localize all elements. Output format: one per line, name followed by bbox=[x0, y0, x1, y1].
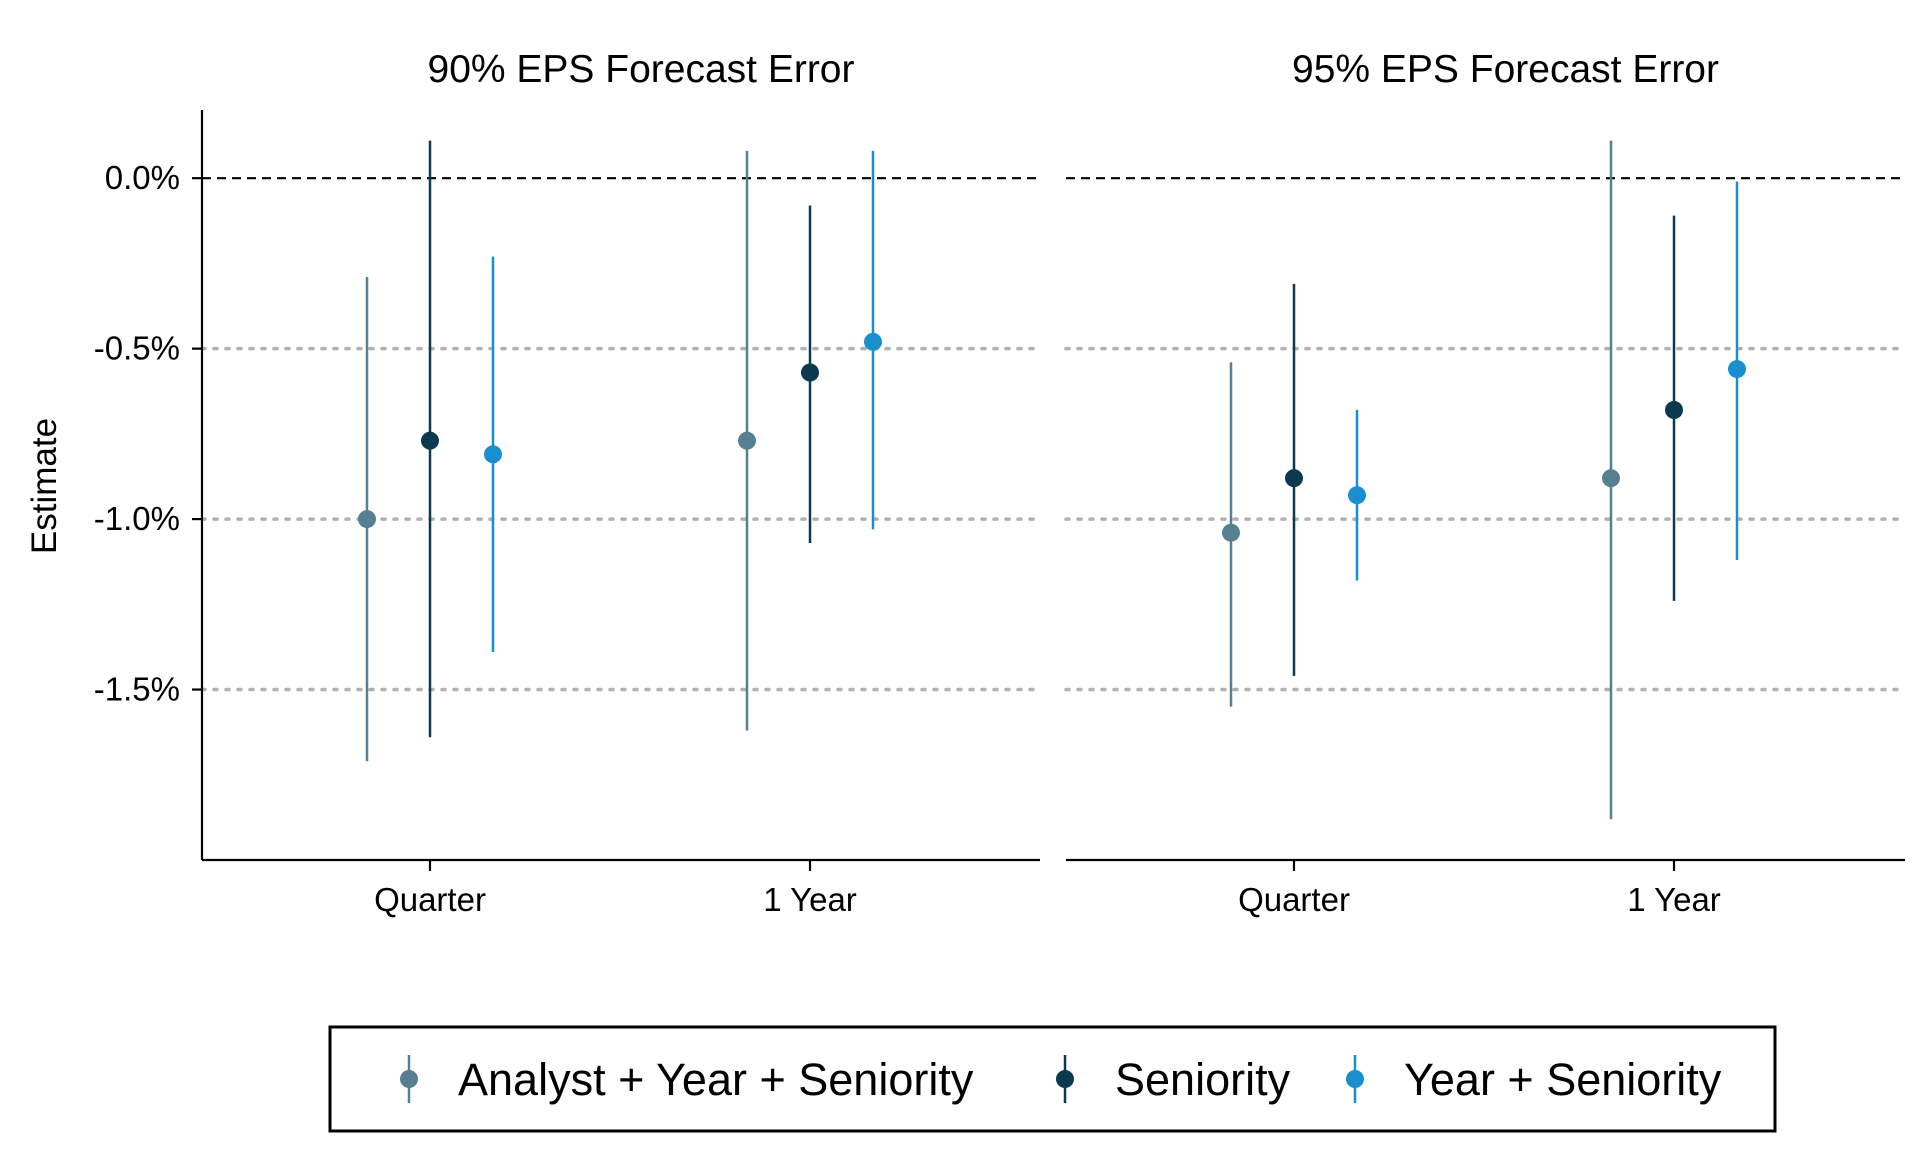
point-year-seniority bbox=[1728, 360, 1746, 379]
legend-label: Analyst + Year + Seniority bbox=[458, 1054, 974, 1105]
x-tick-label: Quarter bbox=[1238, 881, 1350, 918]
point-analyst-year-seniority bbox=[738, 431, 756, 450]
point-seniority bbox=[1665, 401, 1683, 419]
legend-label: Seniority bbox=[1115, 1054, 1291, 1105]
y-tick-label: -0.5% bbox=[94, 330, 180, 367]
legend-key-point bbox=[400, 1070, 418, 1088]
legend: Analyst + Year + Seniority Seniority Year … bbox=[328, 1025, 1777, 1133]
y-tick-label: -1.0% bbox=[94, 500, 180, 537]
legend-item-analyst-year-seniority: Analyst + Year + Seniority bbox=[400, 1054, 974, 1105]
point-analyst-year-seniority bbox=[1602, 469, 1620, 488]
y-tick-label: 0.0% bbox=[105, 159, 180, 196]
x-tick-label: Quarter bbox=[374, 881, 486, 918]
y-axis-title: Estimate bbox=[25, 418, 64, 554]
point-analyst-year-seniority bbox=[1222, 523, 1240, 542]
legend-key-point bbox=[1056, 1070, 1074, 1088]
legend-label: Year + Seniority bbox=[1404, 1054, 1722, 1105]
panel-1: 90% EPS Forecast Error 0.0% -0.5% -1.0% -1.5… bbox=[94, 48, 1042, 918]
legend-key-point bbox=[1346, 1070, 1364, 1088]
x-tick-label: 1 Year bbox=[763, 881, 857, 918]
x-tick-label: 1 Year bbox=[1627, 881, 1721, 918]
point-analyst-year-seniority bbox=[358, 510, 376, 529]
point-year-seniority bbox=[864, 332, 882, 351]
y-tick-label: -1.5% bbox=[94, 671, 180, 708]
panels: 90% EPS Forecast Error 0.0% -0.5% -1.0% -1.5… bbox=[94, 48, 1907, 918]
point-seniority bbox=[421, 431, 439, 450]
point-seniority bbox=[801, 363, 819, 382]
panel-title: 95% EPS Forecast Error bbox=[1292, 48, 1719, 91]
legend-item-year-seniority: Year + Seniority bbox=[1346, 1054, 1722, 1105]
point-year-seniority bbox=[1348, 486, 1366, 505]
panel-title: 90% EPS Forecast Error bbox=[428, 48, 855, 91]
legend-box bbox=[328, 1025, 1777, 1133]
point-seniority bbox=[1285, 469, 1303, 488]
legend-item-seniority: Seniority bbox=[1056, 1054, 1291, 1105]
panel-2: 95% EPS Forecast Error Quarter 1 Year bbox=[1064, 48, 1907, 918]
point-year-seniority bbox=[484, 445, 502, 464]
